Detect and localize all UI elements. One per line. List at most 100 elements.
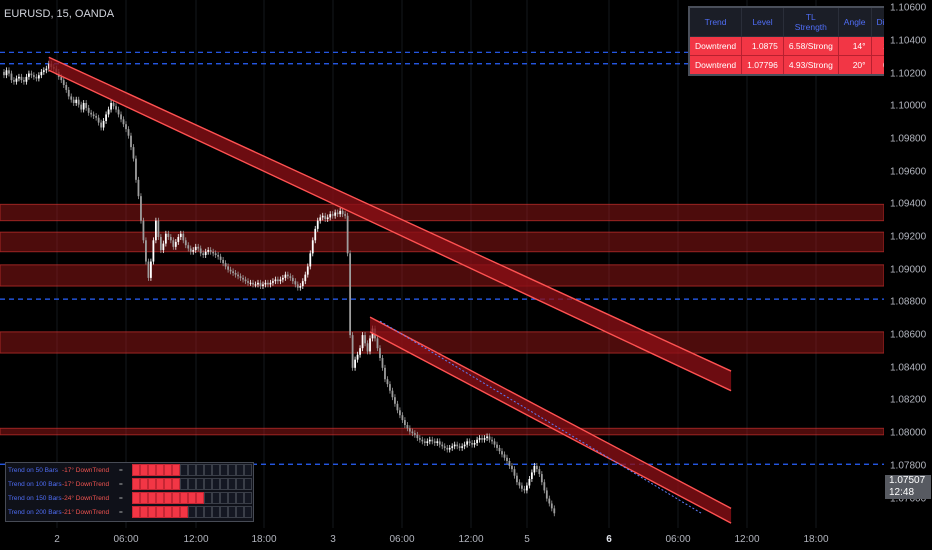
price-axis[interactable]: 1.10600 1.10400 1.10200 1.10000 1.09800 1.096… [884,0,932,528]
trend-table-header-cell: Angle [837,6,872,37]
candle-body [18,76,20,79]
chart-plot-area[interactable]: EURUSD, 15, OANDA Trend Level TL Strength A… [0,0,884,528]
strength-cell [164,478,172,490]
candle-body [284,274,287,278]
trend-bars-equals: = [119,495,123,502]
price-tick-label: 1.08600 [890,329,927,341]
candle-body [182,233,185,241]
candle-body [483,438,486,440]
candle-body [279,279,282,282]
candle-body [227,266,229,270]
support-resistance-zone [0,427,884,436]
candle-body [421,439,424,442]
time-tick-label: 12:00 [458,534,484,545]
price-tick-label: 1.09400 [890,198,927,210]
trend-table-cell: 20° [837,55,872,76]
candle-body [540,474,543,483]
strength-cell [188,464,196,476]
strength-cell [244,492,252,504]
price-tick-label: 1.10600 [890,2,927,14]
trend-bars-strength-meter [132,478,252,490]
trend-bars-strength-meter [132,492,252,504]
candle-body [331,214,334,216]
trend-bars-strength-meter [132,506,252,518]
candle-body [3,71,5,76]
candle-body [45,68,48,71]
candle-body [461,446,464,448]
candle-body [247,281,249,283]
candle-body [366,343,369,352]
candle-body [40,71,43,76]
candle-body [423,441,426,443]
candle-body [488,436,491,440]
candle-body [120,114,122,120]
candle-body [311,240,314,254]
strength-cell [140,506,148,518]
strength-cell [156,464,164,476]
candle-body [545,490,548,499]
trend-table-header-cell: Level [741,6,784,37]
candle-body [174,241,177,247]
candle-body [329,214,332,218]
candle-body [117,109,120,115]
candle-body [468,441,471,443]
price-tick-label: 1.08000 [890,427,927,439]
candle-body [92,114,95,117]
candle-body [229,269,232,272]
candle-body [448,447,451,450]
candle-body [446,447,449,450]
candle-body [294,281,297,285]
strength-cell [140,464,148,476]
candle-body [289,276,292,278]
strength-cell [148,464,156,476]
trend-table-header-cell: Trend [688,6,743,37]
candle-body [463,444,466,447]
candle-body [553,508,556,514]
strength-cell [212,506,220,518]
candle-body [159,237,162,251]
candle-body [386,379,389,385]
strength-cell [164,492,172,504]
candle-body [503,454,506,458]
time-axis[interactable]: 2 06:00 12:00 18:00 3 06:00 12:00 5 6 06:00 12:00 1… [0,528,884,550]
strength-cell [164,506,172,518]
price-tick-label: 1.09000 [890,264,927,276]
strength-cell [172,492,180,504]
support-resistance-zone [0,203,884,222]
strength-cell [220,492,228,504]
candle-body [396,403,399,411]
strength-cell [244,478,252,490]
trend-bars-panel: Trend on 50 Bars -17° DownTrend = Trend on … [5,462,254,522]
candle-body [481,438,483,440]
candle-body [471,442,474,445]
candle-body [234,272,237,275]
trend-bars-label: Trend on 150 Bars [8,495,62,502]
strength-cell [180,464,188,476]
candle-body [72,99,75,103]
price-tick-label: 1.09800 [890,133,927,145]
candle-body [513,469,516,476]
candle-body [516,475,518,483]
candle-body [212,251,215,254]
price-chart[interactable] [0,0,884,528]
candle-body [10,73,13,81]
trend-bars-angle: -17° DownTrend [62,467,110,474]
strength-cell [156,478,164,490]
candle-body [137,179,140,197]
trend-bars-row: Trend on 100 Bars -17° DownTrend = [6,477,253,491]
candle-body [90,112,93,115]
candle-body [267,282,269,285]
price-tick-label: 1.07800 [890,460,927,472]
trend-channel-lower [369,331,732,524]
candle-body [438,441,441,445]
candle-body [346,215,349,254]
candle-body [364,335,366,344]
time-tick-label: 12:00 [183,534,209,545]
candle-body [239,276,242,278]
candle-body [376,338,379,349]
candle-body [451,446,454,448]
trend-channel-upper [369,316,732,510]
candle-body [232,271,234,273]
